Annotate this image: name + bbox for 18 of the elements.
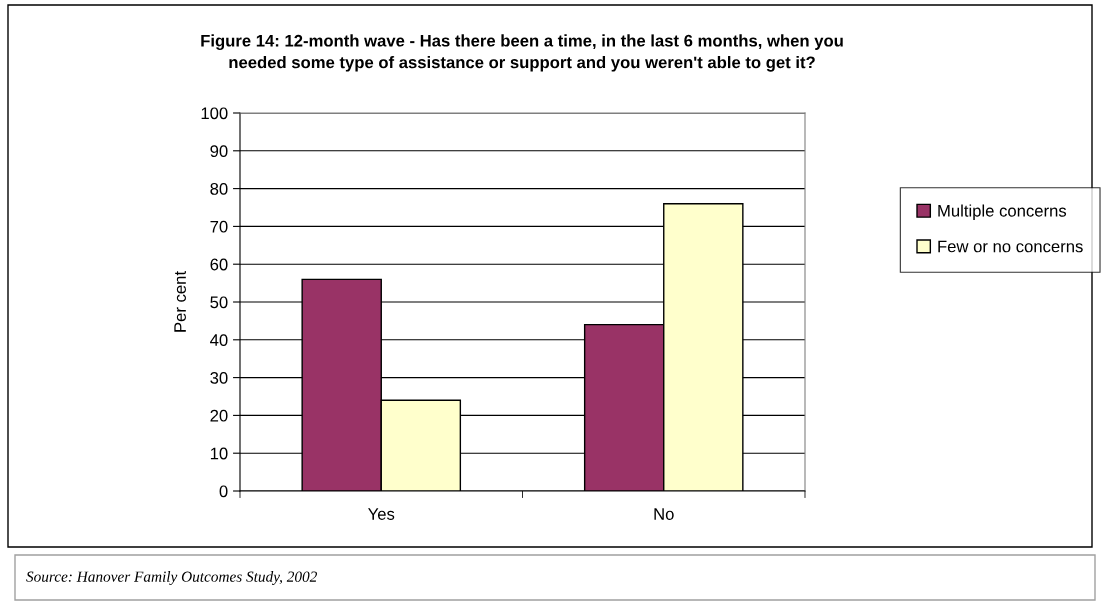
source-note: Source: Hanover Family Outcomes Study, 2002	[26, 571, 317, 585]
x-tick-label: No	[654, 508, 674, 520]
y-tick-label: 80	[210, 183, 228, 195]
y-tick-label: 0	[219, 485, 228, 498]
y-tick-label: 100	[201, 107, 228, 120]
y-tick-label: 70	[210, 220, 228, 233]
legend-label: Multiple concerns	[938, 204, 1067, 220]
y-tick-label: 40	[210, 334, 228, 346]
legend-label: Few or no concerns	[938, 240, 1083, 253]
y-tick-label: 50	[210, 296, 228, 309]
y-tick-label: 20	[210, 409, 228, 422]
chart-title: Figure 14: 12-month wave - Has there been a time, in the last 6 months, when you needed some type of assistance or support and you weren't able to get it?	[201, 34, 843, 72]
y-axis-title: Per cent	[174, 271, 186, 332]
y-tick-label: 10	[210, 447, 228, 460]
y-tick-label: 90	[210, 145, 228, 157]
y-tick-label: 60	[210, 258, 228, 271]
x-tick-label: Yes	[368, 508, 395, 520]
y-tick-label: 30	[210, 372, 228, 384]
